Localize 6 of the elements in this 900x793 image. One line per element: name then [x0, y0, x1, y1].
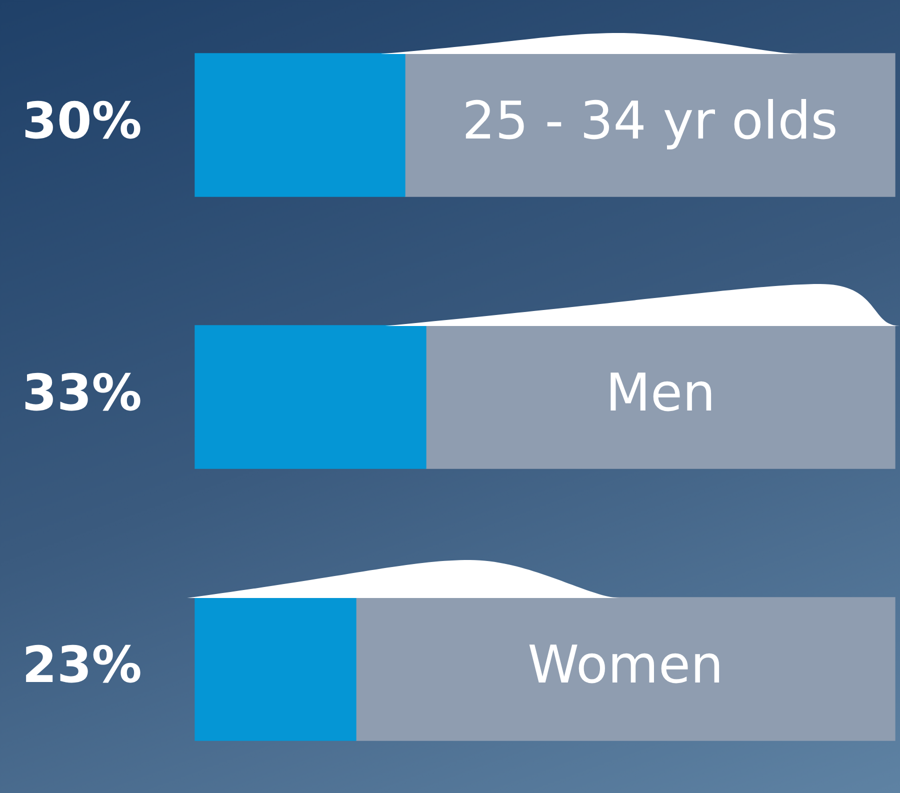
data-label: 33% — [22, 364, 142, 422]
data-label: 23% — [22, 636, 142, 694]
y-tick-label: Women — [528, 636, 724, 696]
y-tick-label: 25 - 34 yr olds — [462, 92, 838, 152]
data-label: 30% — [22, 92, 142, 150]
y-tick-label: Men — [606, 364, 716, 424]
